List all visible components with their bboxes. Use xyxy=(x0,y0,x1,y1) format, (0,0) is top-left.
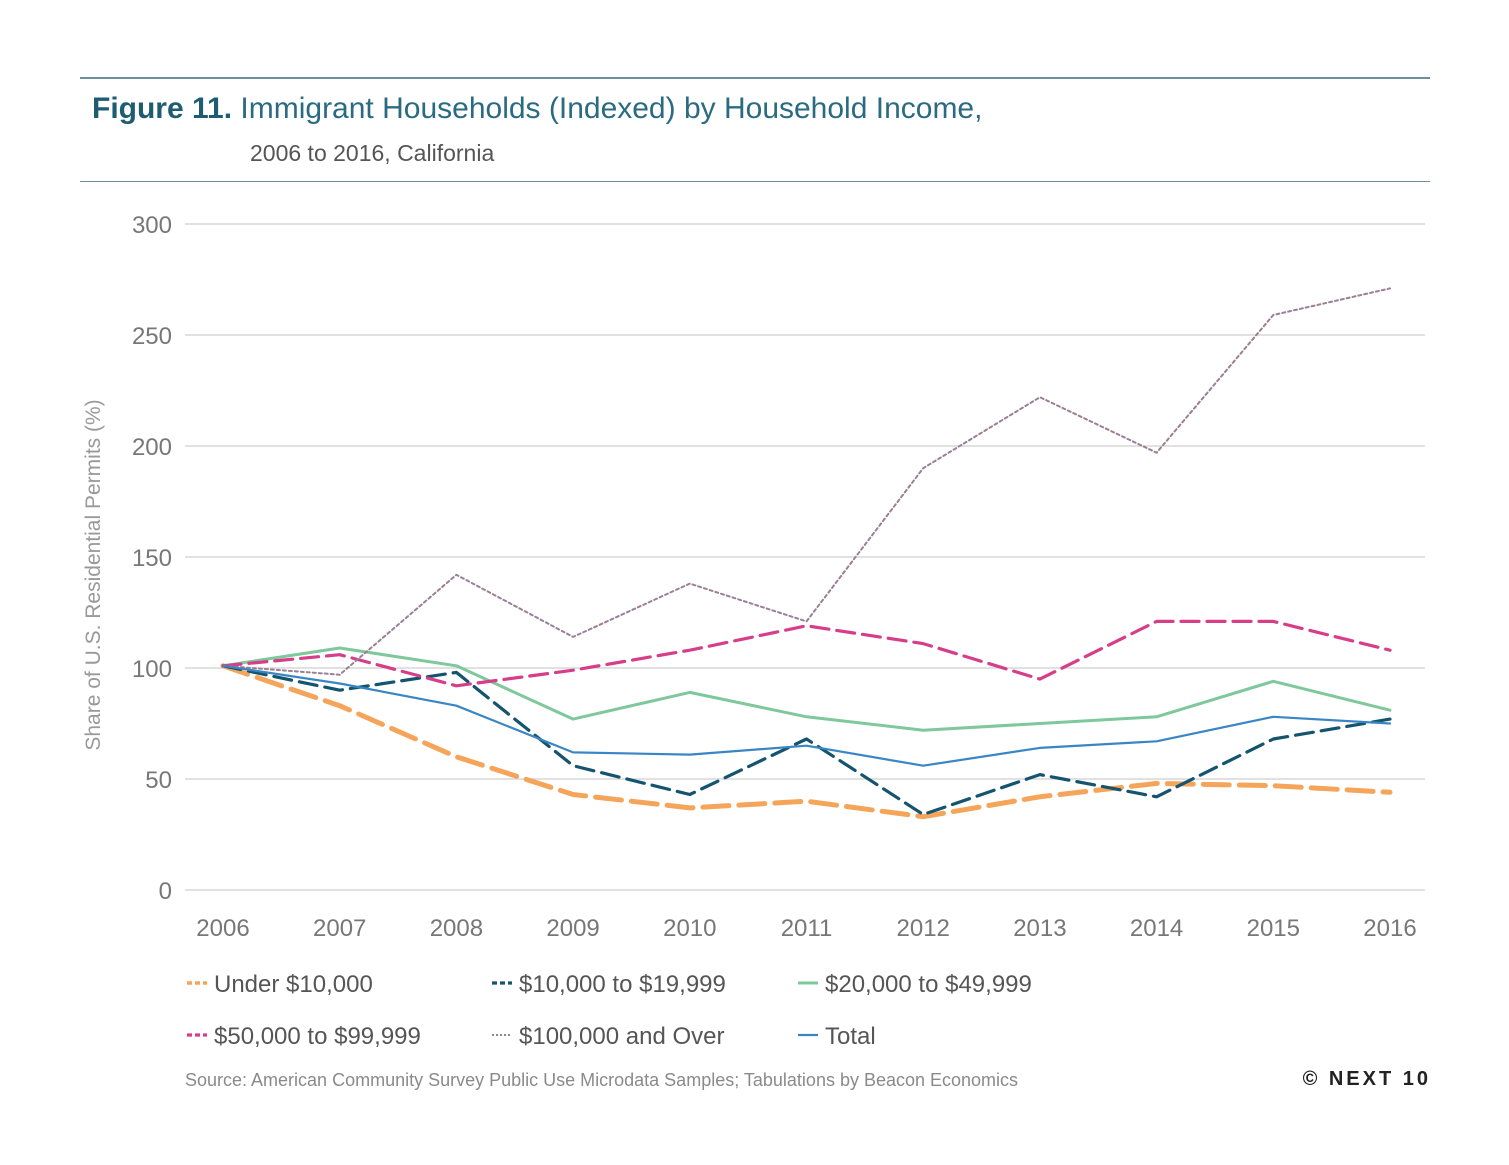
y-tick-label: 300 xyxy=(132,212,172,239)
legend-label: $50,000 to $99,999 xyxy=(214,1023,421,1050)
y-tick-label: 50 xyxy=(145,767,172,794)
x-tick-label: 2010 xyxy=(663,915,716,942)
legend-label: Under $10,000 xyxy=(214,971,373,998)
series-lines xyxy=(220,287,1393,820)
legend: Under $10,000 $10,000 to $19,999 $20,000 t… xyxy=(187,971,1032,1050)
series-line-0 xyxy=(220,663,1393,820)
x-tick-label: 2014 xyxy=(1130,915,1183,942)
series-line-5 xyxy=(221,664,1392,767)
y-tick-label: 100 xyxy=(132,656,172,683)
legend-label: $10,000 to $19,999 xyxy=(519,971,726,998)
y-tick-label: 200 xyxy=(132,434,172,461)
y-axis-ticks: 0 50 100 150 200 250 300 xyxy=(132,212,172,905)
x-tick-label: 2013 xyxy=(1013,915,1066,942)
series-line-1 xyxy=(221,664,1392,817)
top-rule xyxy=(80,77,1430,79)
grid-lines xyxy=(185,223,1425,891)
x-axis-ticks: 2006 2007 2008 2009 2010 2011 2012 2013 2014 2015… xyxy=(196,915,1416,942)
figure-subtitle: 2006 to 2016, California xyxy=(250,140,495,166)
y-tick-label: 150 xyxy=(132,545,172,572)
series-line-2 xyxy=(221,646,1392,732)
x-tick-label: 2006 xyxy=(196,915,249,942)
legend-label: $100,000 and Over xyxy=(519,1023,725,1050)
x-tick-label: 2007 xyxy=(313,915,366,942)
source-note: Source: American Community Survey Public… xyxy=(185,1070,1019,1090)
figure-title: Figure 11. Immigrant Households (Indexed… xyxy=(92,92,982,126)
legend-label: Total xyxy=(825,1023,876,1050)
x-tick-label: 2012 xyxy=(897,915,950,942)
y-tick-label: 250 xyxy=(132,323,172,350)
header-rule xyxy=(80,181,1430,182)
x-tick-label: 2009 xyxy=(546,915,599,942)
y-axis-label: Share of U.S. Residential Permits (%) xyxy=(82,399,105,750)
series-line-4 xyxy=(222,287,1391,676)
legend-label: $20,000 to $49,999 xyxy=(825,971,1032,998)
y-tick-label: 0 xyxy=(159,878,172,905)
x-tick-label: 2011 xyxy=(781,915,833,942)
figure-title-text: Immigrant Households (Indexed) by Househ… xyxy=(240,92,983,125)
figure-label: Figure 11. xyxy=(92,92,233,125)
x-tick-label: 2016 xyxy=(1363,915,1416,942)
x-tick-label: 2008 xyxy=(430,915,483,942)
x-tick-label: 2015 xyxy=(1247,915,1300,942)
series-line-3 xyxy=(221,619,1392,688)
copyright: © NEXT 10 xyxy=(1302,1068,1431,1090)
